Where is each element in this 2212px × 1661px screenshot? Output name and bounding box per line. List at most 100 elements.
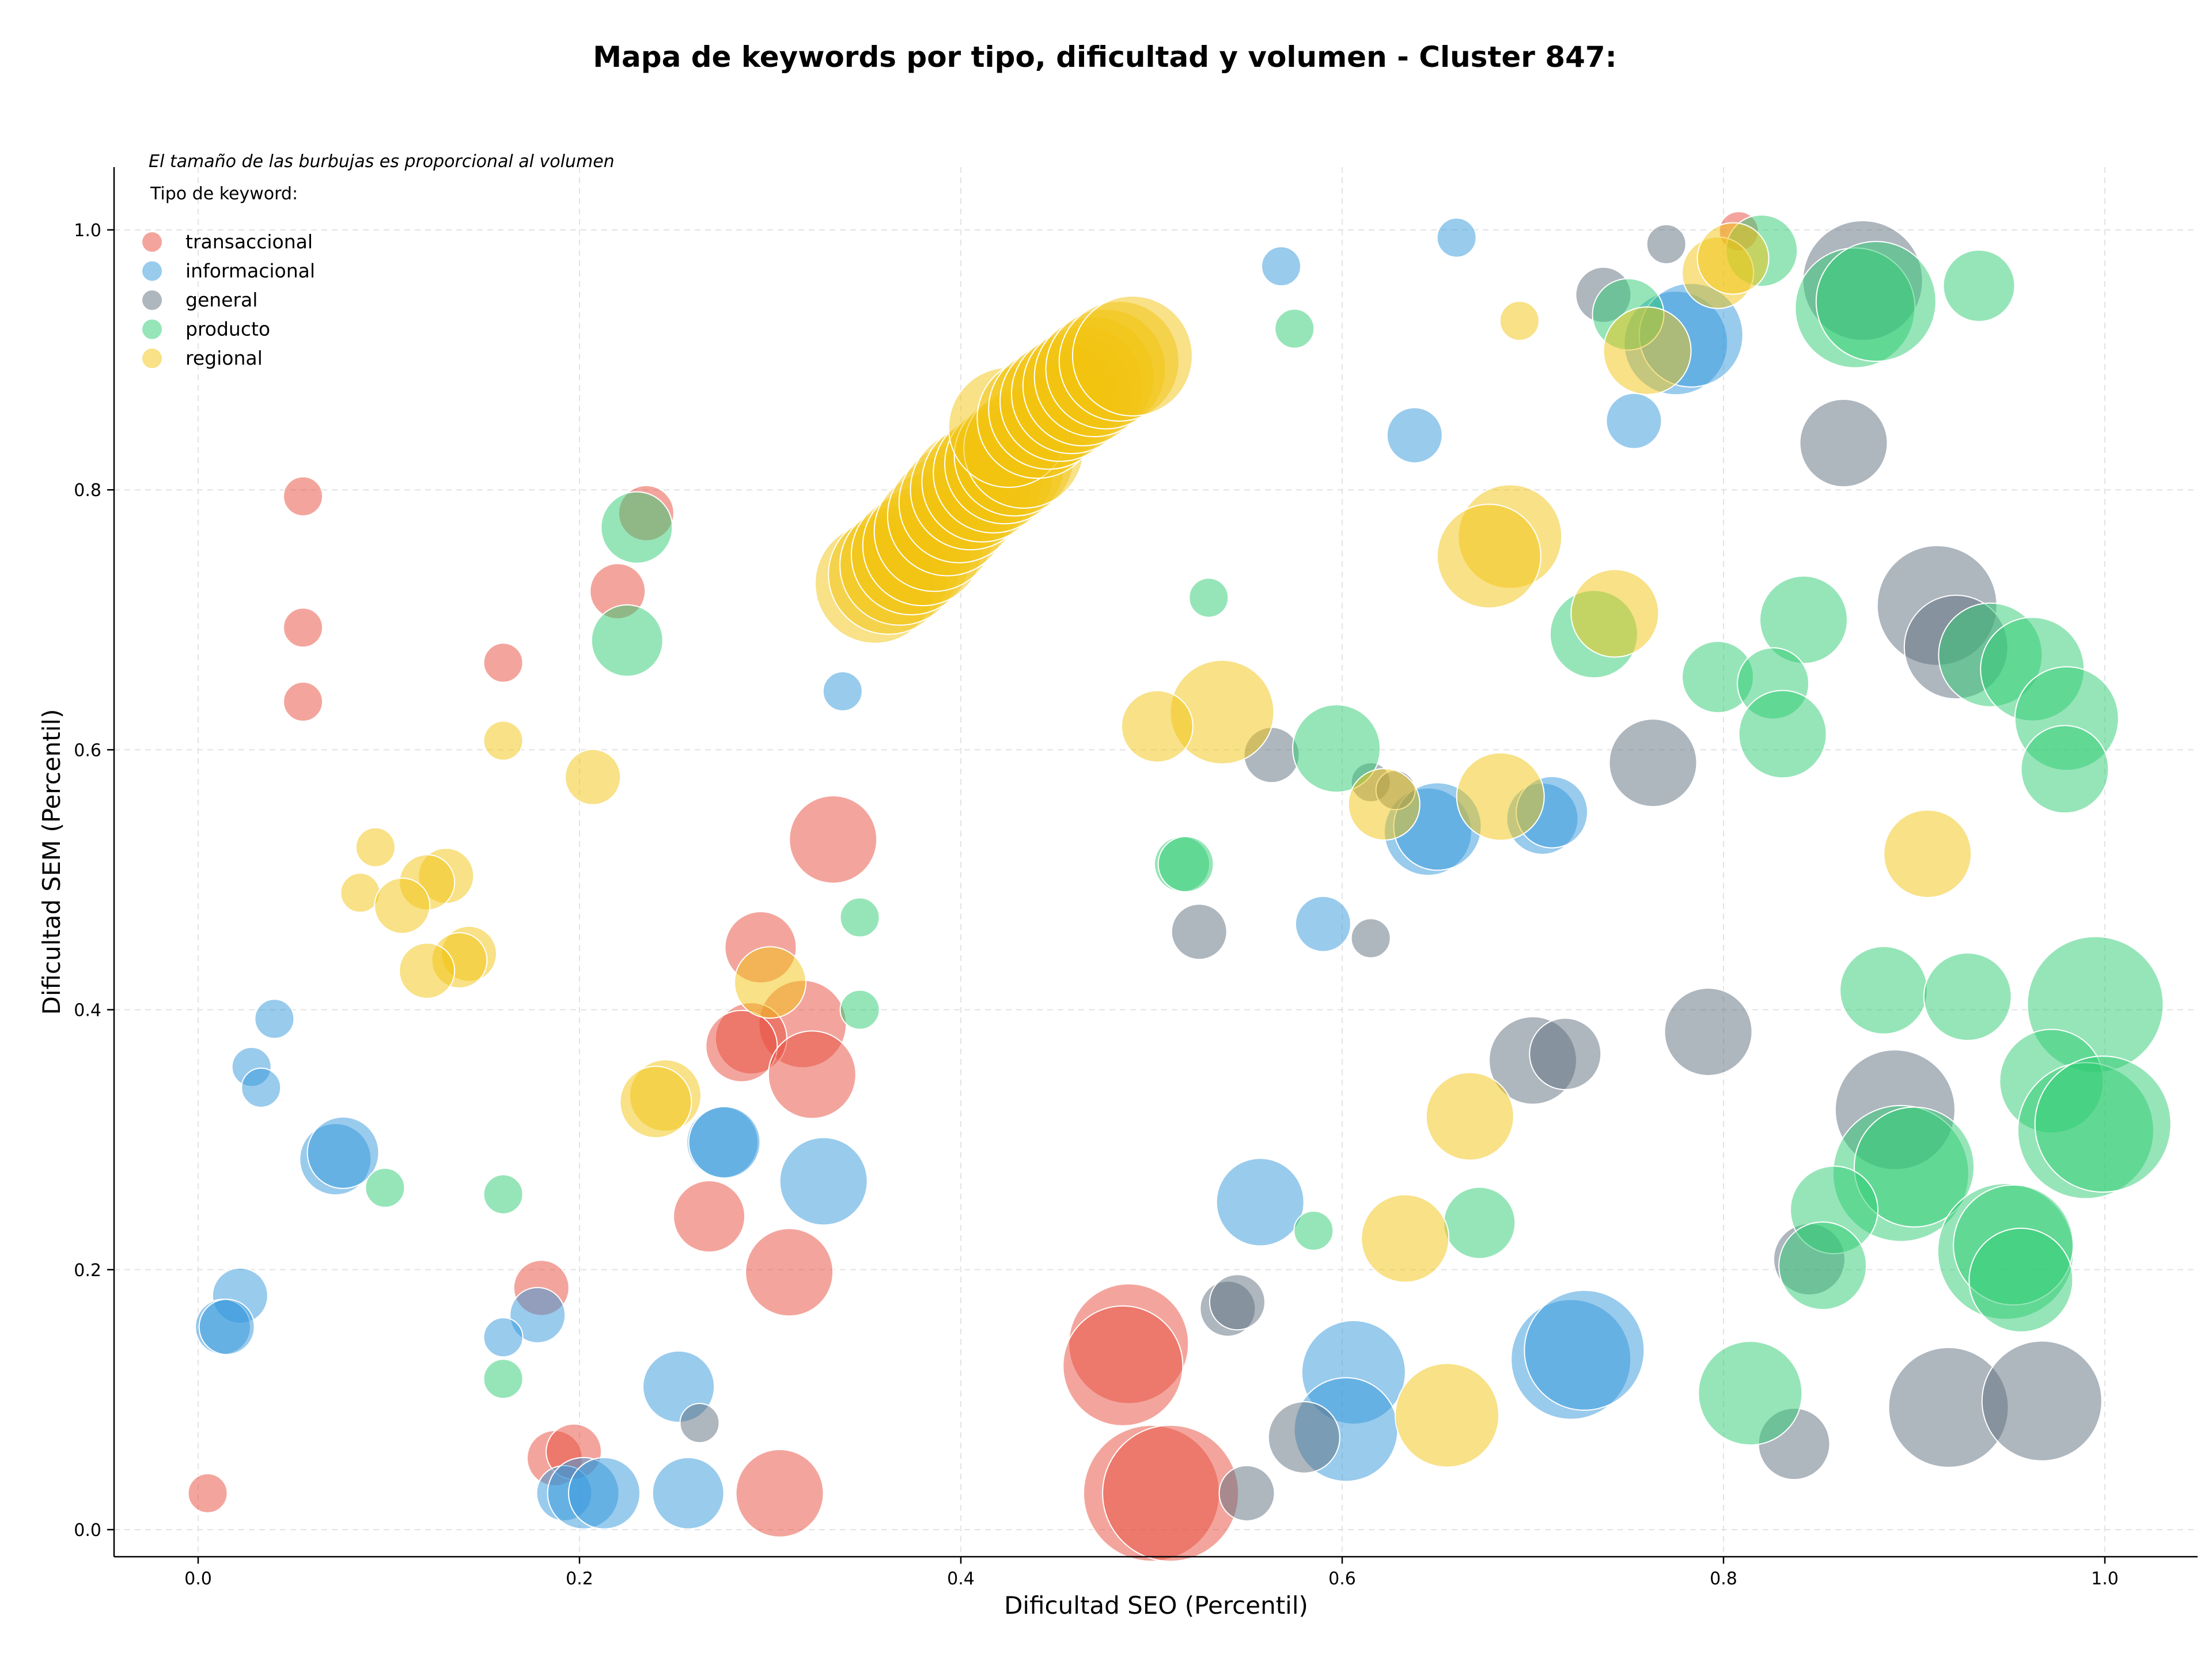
bubble-regional bbox=[355, 827, 396, 868]
bubble-regional bbox=[1696, 222, 1770, 295]
legend-marker bbox=[142, 349, 162, 368]
bubble-informacional bbox=[652, 1456, 725, 1530]
legend-item-general: general bbox=[142, 289, 257, 311]
x-tick-label: 0.0 bbox=[184, 1569, 212, 1589]
bubble-regional bbox=[734, 946, 806, 1019]
legend-label: regional bbox=[185, 347, 263, 369]
bubble-transaccional bbox=[187, 1473, 228, 1514]
bubble-informacional bbox=[688, 1106, 761, 1179]
bubble-regional bbox=[340, 872, 381, 913]
legend-label: producto bbox=[185, 318, 270, 340]
legend: El tamaño de las burbujas es proporciona… bbox=[142, 152, 615, 369]
bubble-informacional bbox=[254, 998, 295, 1039]
bubble-producto bbox=[839, 989, 880, 1030]
bubble-general bbox=[1171, 903, 1228, 960]
series-general bbox=[679, 220, 2103, 1522]
bubble-general bbox=[1218, 1465, 1275, 1522]
legend-title: Tipo de keyword: bbox=[150, 184, 298, 204]
bubble-general bbox=[1350, 918, 1391, 959]
bubble-informacional bbox=[1294, 895, 1351, 952]
axes bbox=[113, 167, 2198, 1558]
bubble-producto bbox=[1738, 690, 1827, 779]
bubble-informacional bbox=[1605, 392, 1662, 449]
legend-marker bbox=[142, 232, 162, 252]
ticks: 0.0 0.2 0.4 0.6 0.8 1.0 0.0 0.2 0.4 0.6 0.8 1.0 bbox=[74, 221, 2119, 1589]
y-axis-label: Dificultad SEM (Percentil) bbox=[37, 709, 66, 1015]
bubble-transaccional bbox=[767, 1030, 857, 1119]
bubble-producto bbox=[839, 897, 880, 938]
bubble-general bbox=[1664, 987, 1753, 1076]
bubble-regional bbox=[1395, 1363, 1500, 1468]
bubble-transaccional bbox=[1102, 1424, 1240, 1562]
bubble-regional bbox=[1425, 1072, 1514, 1161]
bubble-transaccional bbox=[789, 795, 878, 884]
bubble-producto bbox=[483, 1174, 524, 1214]
bubble-producto bbox=[600, 491, 673, 564]
y-tick-label: 0.2 bbox=[74, 1261, 101, 1281]
bubble-general bbox=[679, 1403, 720, 1444]
bubble-regional bbox=[565, 748, 622, 805]
bubble-size-note: El tamaño de las burbujas es proporciona… bbox=[149, 152, 615, 172]
bubble-general bbox=[1267, 1401, 1340, 1474]
bubble-producto bbox=[1854, 1106, 1975, 1228]
bubble-informacional bbox=[1261, 246, 1302, 287]
bubble-producto bbox=[1968, 1227, 2074, 1333]
x-tick-label: 0.2 bbox=[566, 1569, 593, 1589]
bubble-producto bbox=[590, 604, 664, 677]
bubble-producto bbox=[1778, 1221, 1868, 1311]
bubble-transaccional bbox=[283, 681, 324, 722]
bubble-producto bbox=[1698, 1341, 1803, 1446]
bubble-regional bbox=[1436, 504, 1541, 609]
bubble-producto bbox=[365, 1167, 406, 1208]
bubble-producto bbox=[1443, 1186, 1516, 1259]
bubble-producto bbox=[1293, 1210, 1334, 1251]
bubble-informacional bbox=[241, 1067, 282, 1108]
y-tick-label: 0.0 bbox=[74, 1520, 101, 1541]
bubble-regional bbox=[1120, 690, 1194, 763]
bubble-transaccional bbox=[483, 642, 524, 683]
series-regional bbox=[340, 222, 1972, 1468]
y-tick-label: 0.6 bbox=[74, 740, 101, 760]
bubble-transaccional bbox=[705, 1009, 778, 1083]
bubble-informacional bbox=[198, 1299, 255, 1356]
bubble-layer bbox=[187, 211, 2172, 1562]
bubble-regional bbox=[1347, 768, 1421, 841]
bubble-transaccional bbox=[283, 476, 324, 517]
bubble-regional bbox=[399, 942, 456, 999]
legend-item-regional: regional bbox=[142, 347, 263, 369]
bubble-general bbox=[1209, 1274, 1266, 1331]
bubble-general bbox=[1799, 398, 1888, 487]
x-tick-label: 0.6 bbox=[1328, 1569, 1356, 1589]
bubble-general bbox=[1981, 1340, 2103, 1462]
x-tick-label: 0.4 bbox=[947, 1569, 975, 1589]
bubble-regional bbox=[1456, 752, 1545, 841]
x-tick-label: 0.8 bbox=[1710, 1569, 1737, 1589]
series-transaccional bbox=[187, 211, 1759, 1562]
bubble-general bbox=[1529, 1017, 1602, 1091]
bubble-producto bbox=[1292, 704, 1381, 793]
legend-item-informacional: informacional bbox=[142, 260, 315, 282]
bubble-informacional bbox=[568, 1456, 641, 1530]
legend-label: transaccional bbox=[185, 230, 313, 253]
legend-marker bbox=[142, 290, 162, 310]
bubble-producto bbox=[1839, 945, 1929, 1035]
bubble-producto bbox=[2034, 1055, 2172, 1193]
legend-label: informacional bbox=[185, 260, 315, 282]
bubble-informacional bbox=[509, 1287, 566, 1344]
bubble-producto bbox=[1942, 249, 2016, 323]
bubble-producto bbox=[1274, 308, 1315, 349]
y-tick-label: 1.0 bbox=[74, 221, 101, 241]
legend-item-transaccional: transaccional bbox=[142, 230, 313, 253]
bubble-regional bbox=[483, 720, 524, 761]
bubble-producto bbox=[483, 1359, 524, 1399]
bubble-general bbox=[1646, 224, 1687, 264]
bubble-producto bbox=[1759, 575, 1849, 664]
bubble-transaccional bbox=[283, 607, 324, 648]
bubble-informacional bbox=[306, 1116, 380, 1189]
bubble-transaccional bbox=[673, 1180, 746, 1253]
bubble-producto bbox=[1923, 952, 2012, 1042]
x-axis-label: Dificultad SEO (Percentil) bbox=[1004, 1591, 1308, 1620]
bubble-informacional bbox=[483, 1317, 524, 1358]
bubble-informacional bbox=[1436, 217, 1477, 258]
